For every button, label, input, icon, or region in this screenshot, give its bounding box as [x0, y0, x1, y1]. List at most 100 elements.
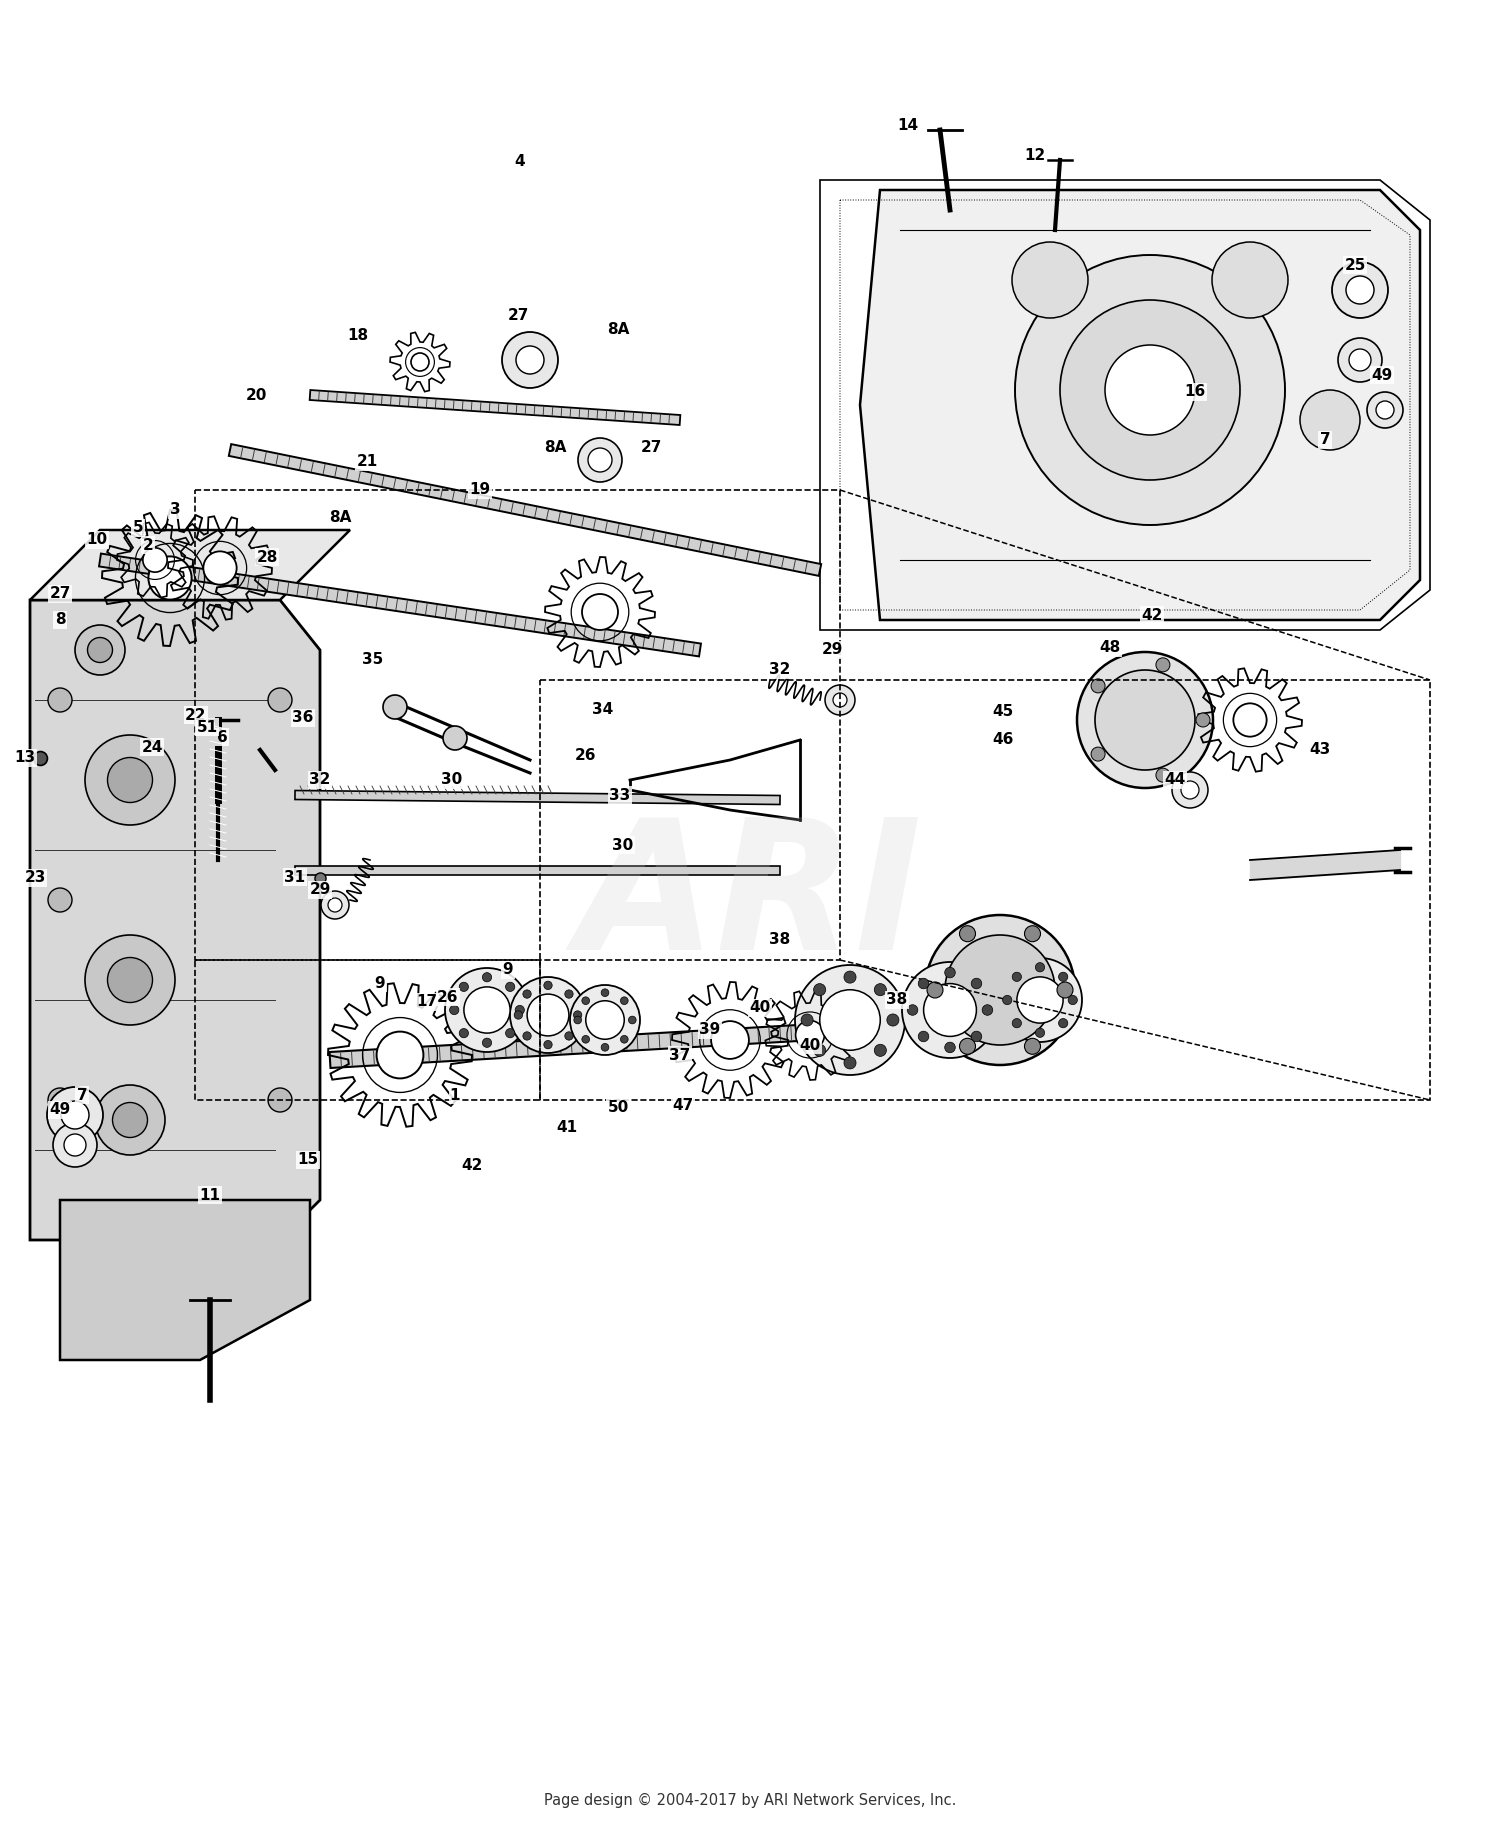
Circle shape [1035, 1029, 1044, 1038]
Bar [540, 680, 1430, 1100]
Circle shape [112, 1102, 147, 1138]
Circle shape [1068, 996, 1077, 1005]
Circle shape [585, 1001, 624, 1040]
Circle shape [514, 1005, 525, 1014]
Circle shape [1376, 400, 1394, 418]
Text: 10: 10 [87, 532, 108, 548]
Text: 6: 6 [216, 729, 228, 744]
Text: 8A: 8A [608, 323, 628, 338]
Circle shape [1059, 1018, 1068, 1029]
Circle shape [1346, 276, 1374, 303]
Text: 25: 25 [1344, 258, 1365, 272]
Polygon shape [230, 444, 820, 576]
Circle shape [582, 1036, 590, 1043]
Text: 29: 29 [309, 882, 330, 897]
Text: 38: 38 [886, 992, 908, 1007]
Circle shape [970, 977, 982, 988]
Circle shape [566, 990, 573, 998]
Circle shape [874, 1045, 886, 1056]
Text: 13: 13 [15, 751, 36, 766]
Circle shape [570, 985, 640, 1054]
Circle shape [411, 353, 429, 371]
Circle shape [526, 994, 568, 1036]
Text: 15: 15 [297, 1153, 318, 1167]
Text: 49: 49 [50, 1102, 70, 1118]
Circle shape [833, 692, 848, 707]
Bar [195, 959, 540, 1100]
Circle shape [621, 998, 628, 1005]
Polygon shape [296, 791, 780, 804]
Circle shape [874, 983, 886, 996]
Circle shape [544, 1040, 552, 1049]
Circle shape [813, 1045, 825, 1056]
Circle shape [918, 977, 928, 988]
Circle shape [510, 977, 586, 1052]
Circle shape [62, 1102, 88, 1129]
Circle shape [588, 448, 612, 471]
Circle shape [795, 965, 904, 1074]
Circle shape [1013, 972, 1022, 981]
Text: Page design © 2004-2017 by ARI Network Services, Inc.: Page design © 2004-2017 by ARI Network S… [544, 1792, 956, 1807]
Text: 33: 33 [609, 787, 630, 802]
Circle shape [268, 689, 292, 713]
Circle shape [1332, 261, 1388, 318]
Circle shape [1002, 996, 1013, 1005]
Polygon shape [30, 530, 350, 599]
Circle shape [1060, 300, 1240, 481]
Text: 18: 18 [348, 327, 369, 342]
Text: 39: 39 [699, 1023, 720, 1038]
Circle shape [825, 685, 855, 714]
Circle shape [801, 1014, 813, 1027]
Circle shape [142, 548, 166, 572]
Text: 5: 5 [132, 521, 144, 535]
Circle shape [544, 981, 552, 990]
Circle shape [960, 926, 975, 941]
Circle shape [328, 899, 342, 912]
Circle shape [382, 694, 406, 720]
Text: 40: 40 [800, 1038, 820, 1052]
Circle shape [924, 983, 976, 1036]
Circle shape [87, 638, 112, 663]
Circle shape [148, 557, 192, 599]
Bar [195, 490, 840, 959]
Circle shape [450, 1005, 459, 1014]
Circle shape [1090, 680, 1106, 692]
Text: 24: 24 [141, 740, 162, 755]
Text: ARI: ARI [578, 811, 922, 988]
Circle shape [886, 1014, 898, 1027]
Text: 4: 4 [514, 155, 525, 170]
Circle shape [514, 1010, 522, 1019]
Text: 38: 38 [770, 932, 790, 948]
Text: 31: 31 [285, 870, 306, 884]
Text: 26: 26 [438, 990, 459, 1005]
Text: 9: 9 [503, 963, 513, 977]
Circle shape [573, 1010, 582, 1019]
Circle shape [1035, 963, 1044, 972]
Circle shape [503, 333, 558, 387]
Text: 9: 9 [375, 976, 386, 990]
Polygon shape [99, 554, 700, 656]
Circle shape [483, 1038, 492, 1047]
Text: 34: 34 [592, 703, 613, 718]
Circle shape [1212, 241, 1288, 318]
Circle shape [844, 970, 856, 983]
Circle shape [64, 1135, 86, 1156]
Polygon shape [309, 389, 681, 426]
Circle shape [516, 345, 544, 375]
Circle shape [1077, 652, 1214, 787]
Circle shape [945, 966, 956, 977]
Text: 8: 8 [54, 612, 66, 627]
Circle shape [621, 1036, 628, 1043]
Circle shape [86, 734, 176, 826]
Circle shape [918, 1030, 928, 1041]
Circle shape [945, 1041, 956, 1052]
Text: 11: 11 [200, 1188, 220, 1202]
Text: 50: 50 [608, 1100, 628, 1116]
Circle shape [53, 1124, 98, 1167]
Circle shape [524, 990, 531, 998]
Polygon shape [30, 599, 320, 1241]
Text: 45: 45 [993, 705, 1014, 720]
Circle shape [1338, 338, 1382, 382]
Text: 21: 21 [357, 455, 378, 470]
Circle shape [75, 625, 124, 674]
